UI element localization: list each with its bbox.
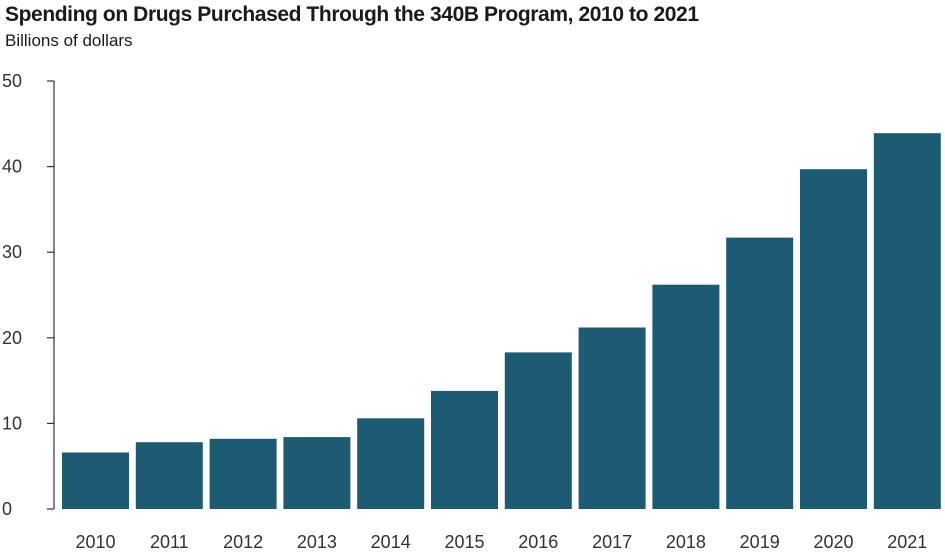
x-tick-label: 2013 (297, 532, 337, 552)
bar-2021 (873, 133, 941, 509)
bars (62, 133, 941, 509)
y-axis: 0 10 20 30 40 50 (2, 71, 55, 519)
x-tick-label: 2018 (666, 532, 706, 552)
x-tick-label: 2010 (75, 532, 115, 552)
x-tick-label: 2012 (223, 532, 263, 552)
y-tick-label: 30 (2, 242, 22, 262)
x-tick-label: 2017 (592, 532, 632, 552)
x-tick-label: 2021 (887, 532, 927, 552)
bar-2016 (504, 352, 572, 509)
bar-2013 (283, 437, 351, 509)
chart-subtitle: Billions of dollars (5, 31, 133, 50)
bar-2020 (800, 169, 867, 509)
bar-2011 (135, 442, 203, 509)
bar-2019 (726, 237, 794, 509)
bar-2012 (209, 438, 277, 509)
bar-2014 (357, 418, 425, 509)
bar-2015 (431, 390, 498, 509)
x-tick-label: 2020 (813, 532, 853, 552)
x-tick-label: 2016 (518, 532, 558, 552)
x-tick-label: 2015 (444, 532, 484, 552)
x-tick-label: 2011 (150, 532, 189, 552)
x-tick-label: 2019 (740, 532, 780, 552)
x-tick-label: 2014 (371, 532, 411, 552)
y-tick-label: 20 (2, 328, 22, 348)
chart-title: Spending on Drugs Purchased Through the … (5, 3, 699, 26)
bar-2018 (652, 284, 720, 509)
y-tick-label: 50 (2, 71, 22, 91)
x-axis: 2010 2011 2012 2013 2014 2015 2016 2017 2018 2019… (75, 532, 927, 552)
y-tick-label: 40 (2, 157, 22, 177)
y-tick-label: 10 (2, 413, 22, 433)
bar-2017 (578, 327, 646, 509)
bar-2010 (62, 452, 129, 509)
y-tick-label: 0 (2, 499, 12, 519)
